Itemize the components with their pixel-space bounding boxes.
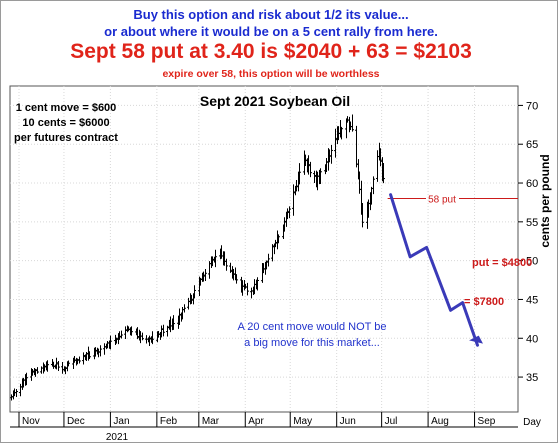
header-line-2: or about where it would be on a 5 cent r… — [104, 24, 438, 39]
y-tick-label: 50 — [526, 256, 538, 268]
x-tick-label: Jul — [385, 416, 398, 427]
move-note-line-1: A 20 cent move would NOT be — [238, 321, 387, 333]
x-tick-label: Apr — [248, 416, 264, 427]
projection-path — [389, 193, 479, 347]
put-value-label-2: = $7800 — [464, 296, 504, 308]
put-strike-line: 58 put — [387, 195, 518, 206]
x-tick-label: May — [293, 416, 312, 427]
header-line-3: Sept 58 put at 3.40 is $2040 + 63 = $210… — [70, 40, 472, 63]
move-note: A 20 cent move would NOT be a big move f… — [238, 321, 387, 349]
x-tick-label: Jun — [340, 416, 356, 427]
y-tick-label: 55 — [526, 217, 538, 229]
year-label: 2021 — [106, 432, 129, 443]
chart-title: Sept 2021 Soybean Oil — [200, 93, 350, 109]
x-tick-label: Aug — [431, 416, 449, 427]
x-tick-label: Dec — [67, 416, 85, 427]
grid — [10, 86, 518, 412]
y-axis-label: cents per pound — [538, 154, 552, 247]
y-tick-label: 65 — [526, 139, 538, 151]
x-axis-unit-label: Day — [523, 417, 541, 428]
y-tick-label: 40 — [526, 333, 538, 345]
y-tick-label: 35 — [526, 372, 538, 384]
price-bars — [10, 114, 385, 401]
x-tick-label: Jan — [113, 416, 129, 427]
move-note-line-2: a big move for this market... — [244, 337, 380, 349]
y-tick-label: 45 — [526, 294, 538, 306]
projection-arrow — [389, 193, 483, 347]
contract-note: 1 cent move = $600 10 cents = $6000 per … — [14, 102, 118, 144]
put-value-label: put = $4800 — [472, 257, 532, 269]
x-tick-label: Mar — [202, 416, 220, 427]
x-tick-label: Nov — [22, 416, 40, 427]
y-tick-label: 60 — [526, 178, 538, 190]
header-line-4: expire over 58, this option will be wort… — [162, 68, 380, 80]
y-tick-label: 70 — [526, 100, 538, 112]
contract-note-line-2: 10 cents = $6000 — [22, 117, 109, 129]
put-line-label: 58 put — [428, 195, 456, 206]
projection-arrowhead — [469, 335, 483, 344]
axes: 35 40 45 50 55 60 65 70 Nov Dec Jan Feb Mar Apr May Jun… — [10, 100, 538, 428]
contract-note-line-3: per futures contract — [14, 132, 118, 144]
contract-note-line-1: 1 cent move = $600 — [16, 102, 117, 114]
x-tick-label: Sep — [478, 416, 496, 427]
x-tick-label: Feb — [160, 416, 178, 427]
header-line-1: Buy this option and risk about 1/2 its v… — [133, 7, 409, 22]
